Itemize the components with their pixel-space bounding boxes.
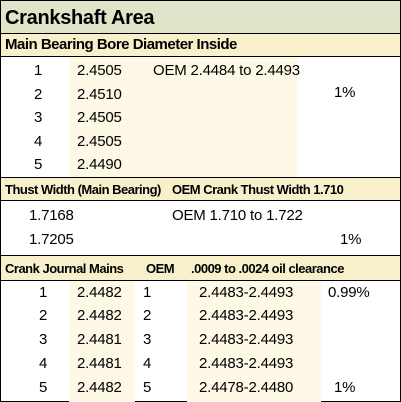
journal-number: 2 (39, 307, 48, 324)
divider (1, 200, 400, 201)
divider (1, 177, 400, 178)
divider (1, 56, 400, 57)
journal-number: 5 (39, 379, 48, 396)
main-bearing-value: 2.4505 (77, 133, 122, 150)
page-title: Crankshaft Area (5, 7, 155, 29)
main-bearing-value: 2.4490 (77, 156, 122, 173)
main-bearing-header: Main Bearing Bore Diameter Inside (5, 36, 237, 53)
journal-number: 1 (39, 284, 48, 301)
journal-header: Crank Journal Mains (5, 261, 124, 276)
journal-oem-range: 2.4483-2.4493 (199, 284, 294, 301)
journal-value-column (69, 281, 135, 402)
journal-oem-range: 2.4483-2.4493 (199, 307, 294, 324)
main-bearing-header-band (1, 34, 400, 56)
thrust-oem-header: OEM Crank Thust Width 1.710 (172, 182, 344, 197)
journal-oem-number: 2 (143, 307, 152, 324)
main-bearing-value: 2.4505 (77, 109, 122, 126)
main-bearing-number: 5 (34, 156, 43, 173)
thrust-oem-range: OEM 1.710 to 1.722 (172, 207, 303, 224)
main-bearing-value-column (69, 57, 145, 177)
journal-range-column (187, 281, 321, 402)
thrust-header: Thust Width (Main Bearing) (5, 182, 161, 197)
journal-value: 2.4482 (77, 379, 122, 396)
journal-value: 2.4481 (77, 331, 122, 348)
journal-oem-range: 2.4483-2.4493 (199, 331, 294, 348)
journal-number: 4 (39, 355, 48, 372)
main-bearing-number: 3 (34, 109, 43, 126)
journal-oem-number: 4 (143, 355, 152, 372)
main-bearing-number: 2 (34, 86, 43, 103)
journal-clearance-header: .0009 to .0024 oil clearance (191, 261, 344, 276)
thrust-percent: 1% (340, 231, 362, 248)
journal-value: 2.4481 (77, 355, 122, 372)
main-bearing-value: 2.4505 (77, 62, 122, 79)
title-band (1, 1, 400, 33)
thrust-value: 1.7205 (29, 231, 74, 248)
thrust-value: 1.7168 (29, 207, 74, 224)
main-bearing-value: 2.4510 (77, 86, 122, 103)
main-bearing-number: 1 (34, 62, 43, 79)
journal-oem-number: 1 (143, 284, 152, 301)
thrust-header-band (1, 178, 400, 200)
journal-number: 3 (39, 331, 48, 348)
journal-percent: 0.99% (328, 284, 370, 301)
main-bearing-percent: 1% (334, 84, 356, 101)
journal-value: 2.4482 (77, 284, 122, 301)
main-bearing-oem-column (145, 57, 297, 177)
divider (1, 33, 400, 34)
journal-oem-number: 3 (143, 331, 152, 348)
journal-percent: 1% (334, 379, 356, 396)
divider (1, 255, 400, 256)
journal-oem-number: 5 (143, 379, 152, 396)
journal-header-band (1, 256, 400, 280)
journal-oem-range: 2.4483-2.4493 (199, 355, 294, 372)
journal-value: 2.4482 (77, 307, 122, 324)
journal-oem-range: 2.4478-2.4480 (199, 379, 294, 396)
divider (1, 280, 400, 281)
main-bearing-number: 4 (34, 133, 43, 150)
main-bearing-oem-range: OEM 2.4484 to 2.4493 (153, 62, 300, 79)
journal-oem-header: OEM (146, 261, 175, 276)
